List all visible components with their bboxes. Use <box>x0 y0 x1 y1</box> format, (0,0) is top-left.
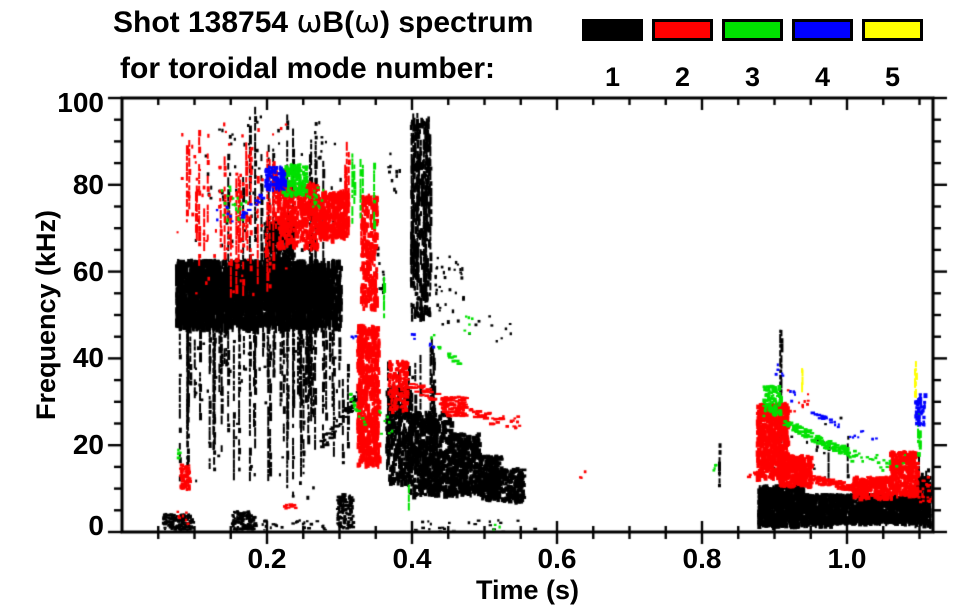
y-tick-label: 80 <box>72 168 104 200</box>
omega-symbol: ω <box>296 4 323 40</box>
legend-swatch-mode-3 <box>722 19 783 41</box>
x-axis-title: Time (s) <box>475 575 580 605</box>
x-tick-label: 0.6 <box>537 543 577 574</box>
legend-swatch-mode-4 <box>792 19 853 41</box>
figure-title-text: B( <box>322 6 355 39</box>
figure-title-text: ) spectrum <box>380 6 534 39</box>
y-tick-label: 0 <box>88 510 104 541</box>
x-tick-label: 0.8 <box>682 543 722 574</box>
x-tick-label: 0.2 <box>247 543 287 574</box>
legend-swatch-mode-2 <box>652 19 713 41</box>
legend-mode-number-4: 4 <box>814 62 831 92</box>
x-tick-label: 1.0 <box>827 543 867 574</box>
legend-mode-number-3: 3 <box>744 62 761 92</box>
figure-title: Shot 138754 ωB(ω) spectrum <box>113 4 533 40</box>
figure-subtitle: for toroidal mode number: <box>120 52 495 85</box>
legend-mode-number-5: 5 <box>884 62 901 92</box>
legend-swatch-mode-5 <box>862 19 923 41</box>
y-axis-title: Frequency (kHz) <box>31 209 61 421</box>
y-tick-label: 20 <box>72 429 104 461</box>
omega-symbol: ω <box>354 4 381 40</box>
figure-title-text: Shot 138754 <box>113 6 297 39</box>
legend-swatch-mode-1 <box>582 19 643 41</box>
legend-mode-number-1: 1 <box>604 62 621 92</box>
y-tick-label: 40 <box>72 342 104 374</box>
x-tick-label: 0.4 <box>392 543 432 574</box>
y-tick-label: 60 <box>72 255 104 287</box>
y-tick-label: 100 <box>57 87 104 118</box>
legend-mode-number-2: 2 <box>674 62 691 92</box>
